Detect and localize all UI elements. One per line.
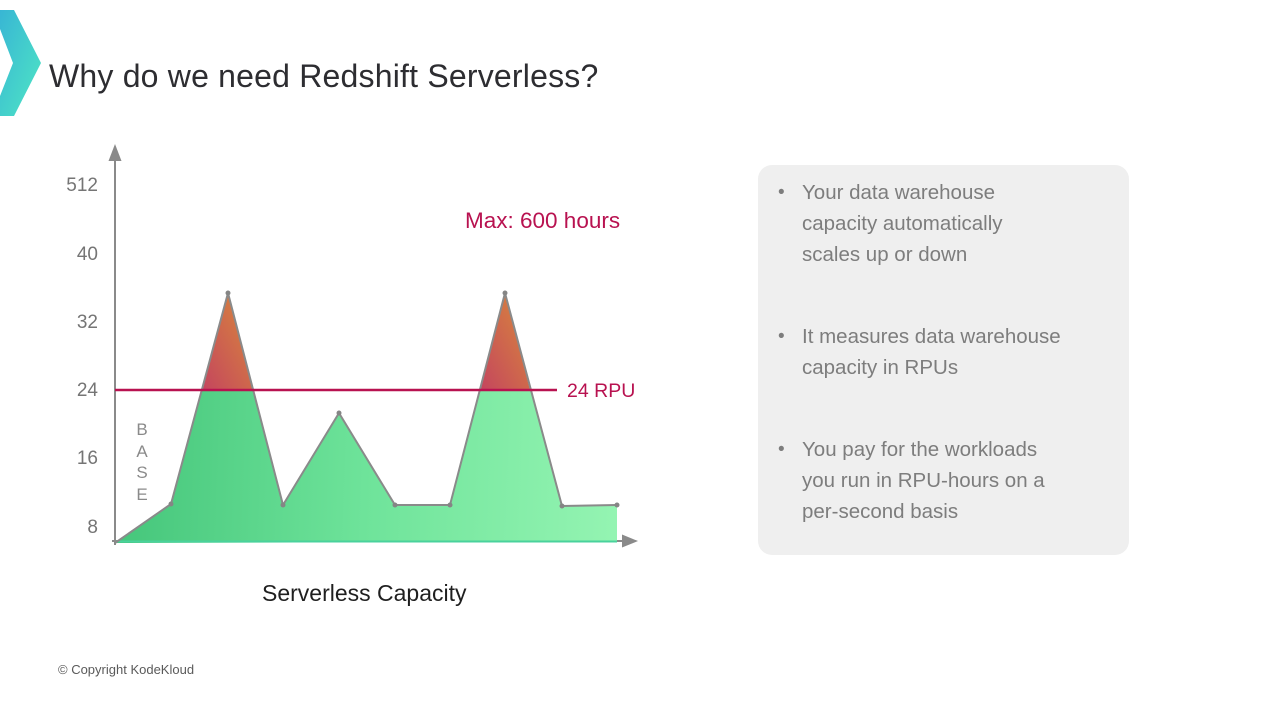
threshold-label: 24 RPU xyxy=(567,380,636,402)
bullet-icon: • xyxy=(778,182,785,203)
bullet-text: It measures data warehouse capacity in R… xyxy=(802,325,1061,379)
bullet-icon: • xyxy=(778,439,785,460)
y-axis-arrow-icon xyxy=(108,144,122,161)
list-item: • Your data warehouse capacity automatic… xyxy=(778,177,1107,270)
y-tick-24: 24 xyxy=(76,380,98,401)
over-threshold-cap-2 xyxy=(480,293,530,390)
vertex-dots xyxy=(168,290,620,509)
vertex-dot xyxy=(336,410,342,416)
vertex-dot xyxy=(559,503,565,509)
chevron-icon xyxy=(0,10,41,116)
over-threshold-cap-1 xyxy=(202,293,253,390)
vertex-dot xyxy=(280,502,286,508)
list-item: • It measures data warehouse capacity in… xyxy=(778,321,1107,383)
vertex-dot xyxy=(225,290,231,296)
bullet-text: You pay for the workloads you run in RPU… xyxy=(802,438,1045,523)
y-tick-512: 512 xyxy=(66,175,98,196)
serverless-capacity-chart xyxy=(108,144,638,548)
max-hours-annotation: Max: 600 hours xyxy=(465,208,621,233)
vertex-dot xyxy=(502,290,508,296)
y-tick-8: 8 xyxy=(87,517,98,538)
list-item: • You pay for the workloads you run in R… xyxy=(778,434,1107,527)
x-axis-arrow-icon xyxy=(622,534,638,548)
bullet-text: Your data warehouse capacity automatical… xyxy=(802,181,1003,266)
bullet-icon: • xyxy=(778,326,785,347)
chart-x-axis-label: Serverless Capacity xyxy=(262,580,467,606)
capacity-outline xyxy=(114,292,618,544)
capacity-area xyxy=(115,293,617,543)
vertex-dot xyxy=(447,502,453,508)
y-tick-32: 32 xyxy=(76,312,98,333)
copyright-text: © Copyright KodeKloud xyxy=(58,662,195,677)
y-tick-40: 40 xyxy=(76,244,98,265)
info-panel: • Your data warehouse capacity automatic… xyxy=(758,165,1129,555)
bullet-list: • Your data warehouse capacity automatic… xyxy=(778,177,1107,527)
page-title: Why do we need Redshift Serverless? xyxy=(49,58,599,94)
vertex-dot xyxy=(392,502,398,508)
vertex-dot xyxy=(168,501,174,507)
vertex-dot xyxy=(614,502,620,508)
base-capacity-label: B A S E xyxy=(136,420,148,504)
y-tick-16: 16 xyxy=(76,448,98,469)
kodekloud-logo-icon xyxy=(0,10,41,116)
